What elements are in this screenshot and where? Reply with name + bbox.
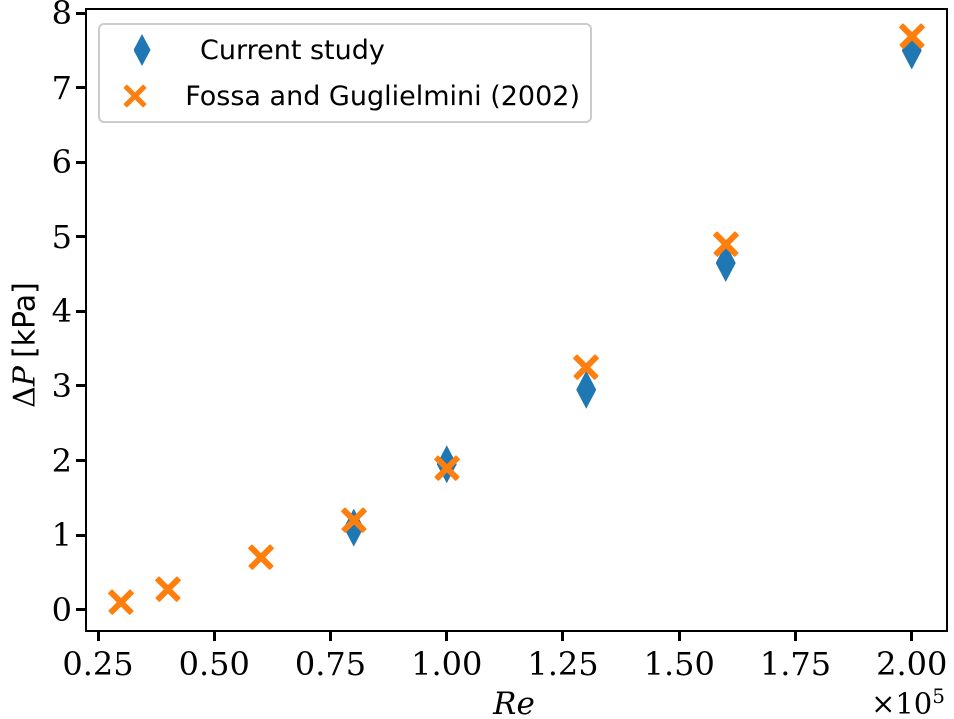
y-tick (76, 160, 85, 164)
x-axis-label: Re (493, 686, 535, 719)
y-tick-label: 2 (51, 441, 72, 480)
legend-label: Current study (200, 34, 385, 66)
y-tick-label: 3 (51, 366, 72, 405)
legend: Current study Fossa and Guglielmini (2002… (98, 23, 592, 123)
legend-item: Current study (114, 27, 580, 73)
legend-marker-cell (114, 84, 155, 108)
x-axis-offset-text: ×105 (871, 684, 945, 719)
legend-x-icon (122, 84, 147, 108)
legend-label: Fossa and Guglielmini (2002) (185, 80, 580, 112)
legend-marker-cell (114, 34, 170, 66)
x-tick (445, 632, 449, 641)
y-tick-label: 1 (51, 516, 72, 555)
y-tick-label: 0 (51, 590, 72, 629)
y-tick (76, 86, 85, 90)
data-point-x (712, 231, 739, 258)
legend-item: Fossa and Guglielmini (2002) (114, 73, 580, 119)
y-tick (76, 533, 85, 537)
y-tick (76, 235, 85, 239)
y-tick (76, 608, 85, 612)
x-tick (96, 632, 100, 641)
y-tick-label: 6 (51, 143, 72, 182)
x-tick-label: 0.50 (178, 645, 250, 683)
x-tick (677, 632, 681, 641)
x-tick-label: 0.25 (62, 645, 134, 683)
data-point-x (898, 22, 925, 49)
y-tick-label: 8 (51, 0, 72, 33)
x-axis-offset-base: ×10 (871, 686, 933, 719)
x-tick (561, 632, 565, 641)
x-axis-offset-exponent: 5 (932, 684, 945, 708)
y-tick-label: 7 (51, 68, 72, 107)
data-point-x (154, 575, 181, 602)
x-tick-label: 0.75 (294, 645, 367, 683)
data-point-x (340, 507, 367, 534)
y-tick (76, 459, 85, 463)
data-point-x (433, 455, 460, 481)
y-tick-label: 5 (51, 217, 72, 256)
x-tick-label: 1.25 (527, 645, 599, 683)
data-point-x (108, 589, 135, 616)
data-point-diamond (576, 370, 597, 409)
x-tick-label: 1.00 (411, 645, 483, 683)
y-tick (76, 384, 85, 388)
legend-diamond-icon (133, 34, 151, 66)
y-tick (76, 11, 85, 15)
x-tick (793, 632, 797, 641)
x-tick-label: 1.50 (643, 645, 715, 683)
x-tick-label: 2.00 (876, 645, 948, 683)
x-tick-label: 1.75 (759, 645, 832, 683)
y-tick-label: 4 (51, 292, 72, 331)
data-point-x (247, 544, 274, 571)
data-point-x (573, 354, 600, 381)
y-tick (76, 309, 85, 313)
x-tick (910, 632, 914, 641)
x-tick (329, 632, 332, 641)
x-tick (212, 632, 216, 641)
